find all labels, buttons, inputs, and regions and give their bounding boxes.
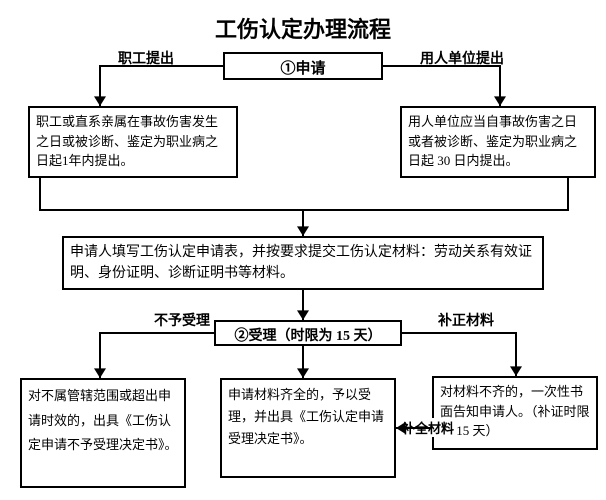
edge-label-suppAll: 补全材料 [400, 418, 456, 437]
edge-label-empSubmit: 职工提出 [116, 48, 176, 68]
arrow-path-6 [402, 333, 516, 376]
arrowhead [297, 368, 309, 378]
page-title: 工伤认定办理流程 [0, 12, 606, 44]
edge-label-unitSubmit: 用人单位提出 [418, 48, 506, 68]
node-empRight: 用人单位应当自事故伤害之日或者被诊断、鉴定为职业病之日起 30 日内提出。 [400, 106, 596, 178]
arrow-path-5 [100, 333, 214, 378]
node-reject: 对不属管辖范围或超出申请时效的，出具《工伤认定申请不予受理决定书》。 [20, 378, 186, 488]
arrowhead [297, 226, 309, 236]
node-form: 申请人填写工伤认定申请表，并按要求提交工伤认定材料：劳动关系有效证明、身份证明、… [62, 236, 544, 290]
arrowhead [94, 96, 106, 106]
arrow-path-1 [383, 66, 500, 106]
arrowhead [94, 368, 106, 378]
edge-label-suppMat: 补正材料 [436, 310, 496, 330]
arrow-path-2 [40, 178, 568, 210]
node-apply: ①申请 [223, 52, 383, 80]
node-supp: 对材料不齐的，一次性书面告知申请人。（补证时限为 15 天） [432, 376, 598, 450]
arrowhead [494, 96, 506, 106]
edge-label-noAccept: 不予受理 [152, 310, 212, 330]
node-empLeft: 职工或直系亲属在事故伤害发生之日或被诊断、鉴定为职业病之日起1年内提出。 [28, 106, 238, 178]
arrow-path-0 [100, 66, 223, 106]
node-ok: 申请材料齐全的，予以受理，并出具《工伤认定申请受理决定书》。 [220, 378, 396, 478]
arrowhead [510, 366, 522, 376]
node-accept: ②受理（时限为 15 天） [214, 320, 402, 346]
arrowhead [297, 310, 309, 320]
